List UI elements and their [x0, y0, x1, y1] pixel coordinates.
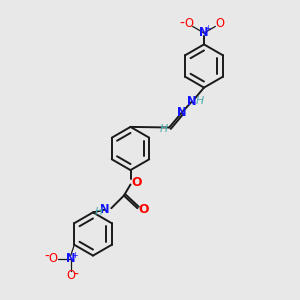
Text: N: N	[199, 26, 209, 40]
Text: O: O	[49, 252, 58, 265]
Text: +: +	[205, 24, 211, 33]
Text: O: O	[215, 17, 224, 31]
Text: H: H	[94, 207, 103, 217]
Text: N: N	[100, 203, 110, 216]
Text: N: N	[66, 252, 75, 265]
Text: O: O	[184, 17, 193, 31]
Text: -: -	[179, 17, 184, 31]
Text: O: O	[132, 176, 142, 189]
Text: +: +	[71, 250, 78, 260]
Text: H: H	[160, 124, 168, 134]
Text: -: -	[44, 250, 49, 264]
Text: H: H	[196, 96, 204, 106]
Text: N: N	[177, 106, 187, 119]
Text: N: N	[187, 95, 197, 108]
Text: O: O	[138, 203, 149, 216]
Text: O: O	[66, 268, 75, 282]
Text: -: -	[74, 268, 79, 282]
